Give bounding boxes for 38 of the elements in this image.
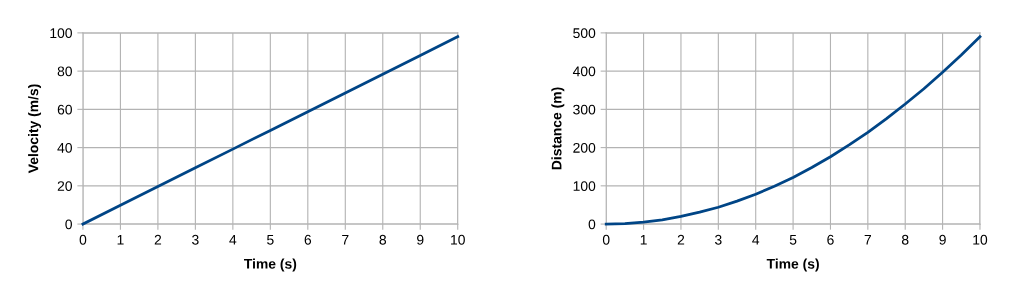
x-tick-label: 2 bbox=[154, 234, 162, 245]
y-tick-label: 60 bbox=[57, 104, 72, 115]
x-tick-label: 9 bbox=[417, 234, 424, 245]
x-tick-label: 10 bbox=[451, 234, 465, 245]
x-tick-label: 8 bbox=[379, 234, 387, 245]
y-tick-label: 0 bbox=[65, 219, 72, 230]
x-tick-label: 7 bbox=[864, 235, 872, 245]
x-axis-title: Time (s) bbox=[766, 258, 819, 272]
x-tick-label: 9 bbox=[939, 234, 946, 245]
x-tick-label: 4 bbox=[752, 235, 760, 245]
y-axis-title: Distance (m) bbox=[551, 87, 565, 170]
y-tick-label: 300 bbox=[573, 104, 596, 115]
x-tick-label: 1 bbox=[117, 235, 124, 245]
x-tick-label: 3 bbox=[715, 234, 722, 245]
x-tick-label: 7 bbox=[342, 235, 349, 245]
x-tick-label: 3 bbox=[192, 234, 199, 245]
x-tick-label: 6 bbox=[304, 234, 312, 245]
y-tick-label: 0 bbox=[588, 219, 596, 230]
y-tick-label: 100 bbox=[573, 181, 596, 191]
x-tick-label: 2 bbox=[677, 234, 685, 245]
x-tick-label: 1 bbox=[640, 235, 647, 245]
x-tick-label: 5 bbox=[267, 235, 274, 245]
y-tick-label: 100 bbox=[50, 28, 72, 39]
y-tick-label: 80 bbox=[57, 66, 72, 77]
y-tick-label: 400 bbox=[572, 66, 596, 77]
x-tick-label: 4 bbox=[229, 235, 237, 245]
y-tick-label: 500 bbox=[573, 28, 596, 39]
x-tick-label: 6 bbox=[827, 234, 834, 245]
x-tick-label: 0 bbox=[79, 234, 87, 245]
x-axis-title: Time (s) bbox=[243, 258, 297, 272]
y-tick-label: 20 bbox=[57, 181, 72, 191]
y-axis-title: Velocity (m/s) bbox=[28, 84, 42, 174]
x-tick-label: 0 bbox=[602, 234, 610, 245]
y-tick-label: 200 bbox=[573, 142, 596, 153]
y-tick-label: 40 bbox=[57, 142, 72, 153]
x-tick-label: 5 bbox=[789, 235, 797, 245]
x-tick-label: 8 bbox=[901, 234, 909, 245]
x-tick-label: 10 bbox=[973, 234, 988, 245]
